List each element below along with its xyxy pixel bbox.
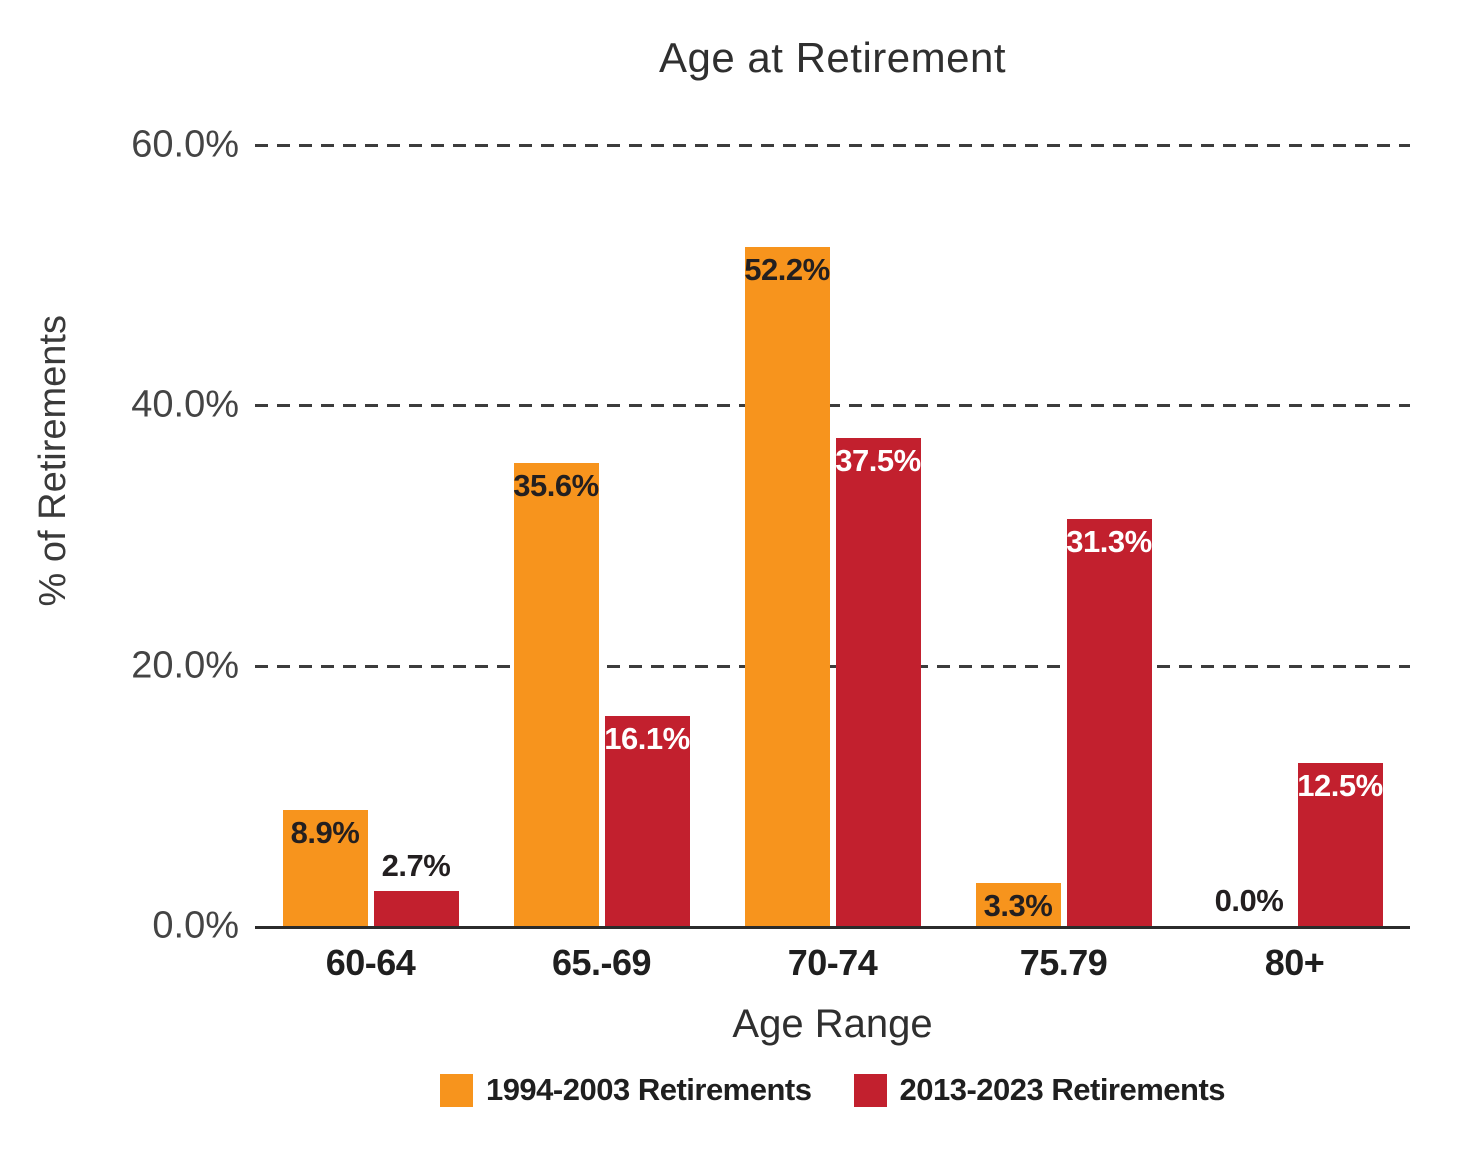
legend-item: 1994-2003 Retirements <box>439 1072 812 1108</box>
y-tick-label: 40.0% <box>131 383 239 426</box>
bar-value-label: 12.5% <box>1297 768 1383 804</box>
bar-value-label: 31.3% <box>1066 523 1152 559</box>
y-tick-label: 20.0% <box>131 644 239 687</box>
x-axis-title: Age Range <box>732 1002 933 1046</box>
bar-value-label: 2.7% <box>381 847 451 883</box>
legend-label-2013-2023: 2013-2023 Retirements <box>899 1072 1226 1107</box>
y-tick-label: 60.0% <box>131 123 239 166</box>
bar-60-64-2013-2023 Retirements <box>373 890 459 926</box>
plot-area: 60.0% 40.0% 20.0% 0.0% 60-64 8.9% 2.7% 65.-69 35… <box>131 124 1410 983</box>
x-tick-label: 60-64 <box>325 942 416 983</box>
bar-80+-2013-2023 Retirements <box>1297 763 1383 926</box>
bar-value-label: 37.5% <box>835 442 921 478</box>
bar-70-74-1994-2003 Retirements <box>744 246 830 926</box>
bar-value-label: 3.3% <box>983 888 1053 924</box>
bar-65.-69-2013-2023 Retirements <box>604 716 690 926</box>
y-tick-label: 0.0% <box>152 904 239 947</box>
bar-60-64-1994-2003 Retirements <box>282 810 368 926</box>
legend-swatch-1994-2003 <box>439 1073 473 1107</box>
gridline-40 <box>255 404 1410 408</box>
x-tick-label: 75.79 <box>1019 942 1108 983</box>
legend-swatch-2013-2023 <box>853 1073 887 1107</box>
chart-title: Age at Retirement <box>658 34 1006 81</box>
bar-70-74-2013-2023 Retirements <box>835 437 921 926</box>
gridline-20 <box>255 664 1410 668</box>
bar-value-label: 0.0% <box>1214 883 1284 918</box>
bar-75.79-1994-2003 Retirements <box>975 883 1061 926</box>
x-tick-label: 70-74 <box>787 942 878 983</box>
bar-value-label: 16.1% <box>604 721 690 757</box>
legend-label-1994-2003: 1994-2003 Retirements <box>485 1072 812 1107</box>
bar-75.79-2013-2023 Retirements <box>1066 518 1152 926</box>
bar-value-label: 35.6% <box>513 467 599 503</box>
bar-value-label: 52.2% <box>744 251 830 287</box>
bar-value-label: 8.9% <box>290 815 360 851</box>
y-axis-title-wrap: % of Retirements <box>18 145 88 926</box>
y-axis-title: % of Retirements <box>31 314 74 607</box>
legend-item: 2013-2023 Retirements <box>853 1072 1226 1108</box>
legend: 1994-2003 Retirements 2013-2023 Retireme… <box>255 1072 1410 1108</box>
bar-65.-69-1994-2003 Retirements <box>513 462 599 926</box>
x-tick-label: 80+ <box>1264 942 1325 983</box>
gridline-60 <box>255 144 1410 147</box>
x-tick-label: 65.-69 <box>551 942 652 983</box>
